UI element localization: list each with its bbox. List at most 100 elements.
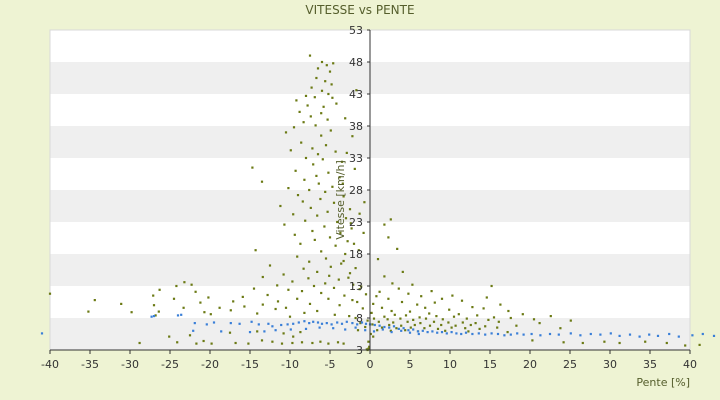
data-point-olive (376, 258, 380, 261)
data-point-olive (299, 242, 302, 245)
y-axis-label: Vitesse [km/h] (334, 160, 347, 240)
data-point-olive (342, 342, 345, 345)
data-point-olive (367, 347, 370, 350)
data-point-olive (392, 321, 395, 324)
data-point-olive (352, 283, 355, 286)
data-point-olive (316, 153, 320, 156)
x-tick-label: -30 (121, 358, 139, 371)
x-tick-label: -25 (161, 358, 179, 371)
data-point-olive (320, 89, 324, 92)
data-point-olive (423, 327, 426, 330)
data-point-olive (202, 339, 205, 343)
data-point-olive (292, 213, 295, 216)
data-point-olive (393, 313, 396, 316)
data-point-blue (656, 334, 660, 337)
data-point-olive (251, 166, 254, 169)
data-point-olive (433, 301, 436, 304)
data-point-blue (455, 332, 458, 335)
data-point-olive (276, 300, 280, 303)
data-point-olive (301, 200, 304, 203)
chart-title: VITESSE vs PENTE (305, 3, 414, 17)
data-point-blue (579, 334, 582, 337)
data-point-olive (293, 233, 296, 236)
data-point-olive (309, 206, 312, 209)
data-point-blue (402, 327, 405, 330)
data-point-blue (381, 328, 384, 331)
data-point-olive (378, 290, 381, 293)
y-tick-label: 13 (349, 280, 363, 293)
data-point-olive (395, 327, 398, 330)
data-point-olive (358, 288, 361, 291)
data-point-blue (557, 333, 560, 336)
data-point-olive (234, 341, 237, 345)
data-point-olive (138, 341, 141, 345)
data-point-olive (521, 313, 524, 316)
data-point-olive (357, 249, 360, 252)
data-point-olive (154, 314, 157, 317)
data-point-blue (286, 323, 289, 326)
data-point-blue (345, 320, 348, 323)
data-point-olive (282, 332, 285, 335)
data-point-olive (364, 293, 368, 296)
data-point-olive (355, 89, 358, 92)
data-point-olive (338, 176, 341, 179)
data-point-blue (496, 332, 500, 336)
data-point-blue (271, 325, 274, 328)
data-point-olive (292, 335, 295, 338)
y-tick-label: 8 (356, 312, 363, 325)
data-point-olive (152, 294, 155, 297)
data-point-olive (300, 341, 304, 344)
data-point-olive (389, 218, 392, 221)
y-tick-label: 48 (349, 56, 363, 69)
data-point-olive (424, 317, 428, 320)
data-point-olive (199, 301, 202, 304)
data-point-olive (172, 297, 176, 300)
data-point-olive (348, 272, 352, 275)
data-point-olive (432, 320, 436, 323)
data-point-blue (238, 322, 241, 325)
data-point-olive (316, 214, 319, 217)
data-point-blue (193, 322, 196, 325)
x-tick-label: 20 (523, 358, 537, 371)
data-point-olive (209, 313, 212, 316)
data-point-olive (390, 309, 393, 313)
data-point-olive (296, 255, 299, 258)
data-point-olive (256, 312, 259, 315)
data-point-olive (329, 265, 332, 268)
data-point-blue (336, 321, 339, 324)
x-tick-label: 0 (367, 358, 374, 371)
data-point-olive (279, 204, 282, 208)
data-point-olive (252, 287, 256, 290)
data-point-olive (317, 182, 320, 185)
data-point-olive (416, 303, 419, 306)
data-point-olive (308, 188, 311, 192)
data-point-olive (291, 280, 294, 283)
data-point-blue (477, 332, 480, 335)
data-point-blue (522, 333, 525, 336)
data-point-olive (308, 54, 312, 57)
data-point-olive (435, 315, 438, 318)
data-point-olive (328, 236, 332, 239)
data-point-olive (232, 300, 235, 303)
x-tick-label: 5 (407, 358, 414, 371)
data-point-olive (487, 318, 490, 321)
data-point-olive (176, 341, 179, 344)
data-point-olive (406, 320, 409, 323)
data-point-olive (346, 240, 349, 243)
data-point-blue (364, 322, 368, 325)
data-point-olive (152, 304, 156, 307)
data-point-olive (364, 325, 367, 329)
data-point-olive (243, 305, 246, 308)
data-point-olive (93, 299, 96, 302)
data-point-olive (335, 102, 338, 105)
data-point-olive (276, 284, 279, 287)
data-point-olive (569, 319, 572, 322)
data-point-olive (344, 117, 347, 120)
data-point-olive (444, 329, 447, 332)
data-point-olive (327, 342, 330, 345)
data-point-olive (457, 313, 460, 316)
data-point-olive (354, 267, 357, 270)
data-point-olive (304, 94, 308, 97)
data-point-blue (464, 331, 468, 334)
data-point-olive (478, 327, 481, 330)
